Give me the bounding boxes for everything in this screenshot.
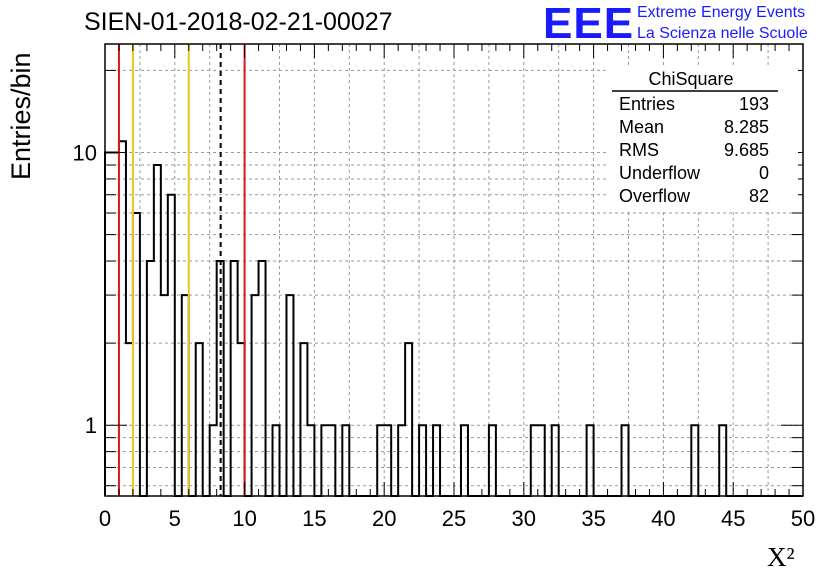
histogram-bin [231, 261, 238, 496]
histogram-bin [259, 261, 266, 496]
histogram-bin [182, 295, 189, 496]
histogram-bin [461, 425, 468, 496]
stats-value: 82 [749, 186, 769, 206]
x-tick-label: 50 [791, 506, 815, 531]
stats-value: 193 [739, 94, 769, 114]
histogram-bin [384, 425, 391, 496]
histogram-bin [133, 213, 140, 496]
histogram-bin [405, 343, 412, 496]
histogram-bin [321, 425, 328, 496]
histogram-bin [531, 425, 538, 496]
stats-label: Underflow [619, 163, 701, 183]
histogram-bin [328, 425, 335, 496]
histogram-bin [719, 425, 726, 496]
histogram-bin [433, 425, 440, 496]
histogram-bin [419, 425, 426, 496]
eee-logo: EEE [543, 0, 635, 48]
histogram-bin [538, 425, 545, 496]
histogram-bin [168, 195, 175, 496]
histogram-bin [552, 425, 559, 496]
stats-label: Entries [619, 94, 675, 114]
histogram-bin [377, 425, 384, 496]
histogram-bin [286, 295, 293, 496]
org-name-line1: Extreme Energy Events [637, 4, 806, 21]
org-name-line2: La Scienza nelle Scuole [637, 25, 808, 42]
stats-label: RMS [619, 140, 659, 160]
histogram-bin [112, 153, 119, 496]
x-axis-label: X² [767, 542, 795, 572]
y-tick-label: 10 [73, 141, 97, 166]
histogram-bin [307, 425, 314, 496]
stats-label: Mean [619, 117, 664, 137]
x-tick-label: 25 [442, 506, 466, 531]
x-tick-label: 0 [99, 506, 111, 531]
histogram-bin [210, 425, 217, 496]
histogram-bin [161, 295, 168, 496]
histogram-bin [489, 425, 496, 496]
histogram-bin [273, 425, 280, 496]
stats-value: 0 [759, 163, 769, 183]
x-tick-label: 5 [169, 506, 181, 531]
stats-value: 8.285 [724, 117, 769, 137]
histogram-bin [126, 343, 133, 496]
x-tick-label: 15 [302, 506, 326, 531]
x-tick-label: 20 [372, 506, 396, 531]
histogram-bin [300, 343, 307, 496]
stats-title: ChiSquare [648, 69, 733, 89]
y-axis-label: Entries/bin [6, 52, 36, 180]
histogram-bin [119, 141, 126, 496]
histogram-bin [342, 425, 349, 496]
x-tick-label: 45 [721, 506, 745, 531]
histogram-bin [105, 153, 112, 496]
histogram-bin [196, 343, 203, 496]
stats-value: 9.685 [724, 140, 769, 160]
histogram-bin [147, 261, 154, 496]
histogram-bin [587, 425, 594, 496]
histogram-bin [154, 165, 161, 496]
histogram-bin [238, 343, 245, 496]
x-tick-label: 10 [232, 506, 256, 531]
histogram-bin [691, 425, 698, 496]
histogram-bin [252, 295, 259, 496]
x-tick-label: 40 [651, 506, 675, 531]
chart-title: SIEN-01-2018-02-21-00027 [84, 8, 393, 36]
y-tick-label: 1 [85, 413, 97, 438]
histogram-bin [622, 425, 629, 496]
x-tick-label: 35 [581, 506, 605, 531]
stats-label: Overflow [619, 186, 691, 206]
x-tick-label: 30 [512, 506, 536, 531]
histogram-bin [398, 425, 405, 496]
